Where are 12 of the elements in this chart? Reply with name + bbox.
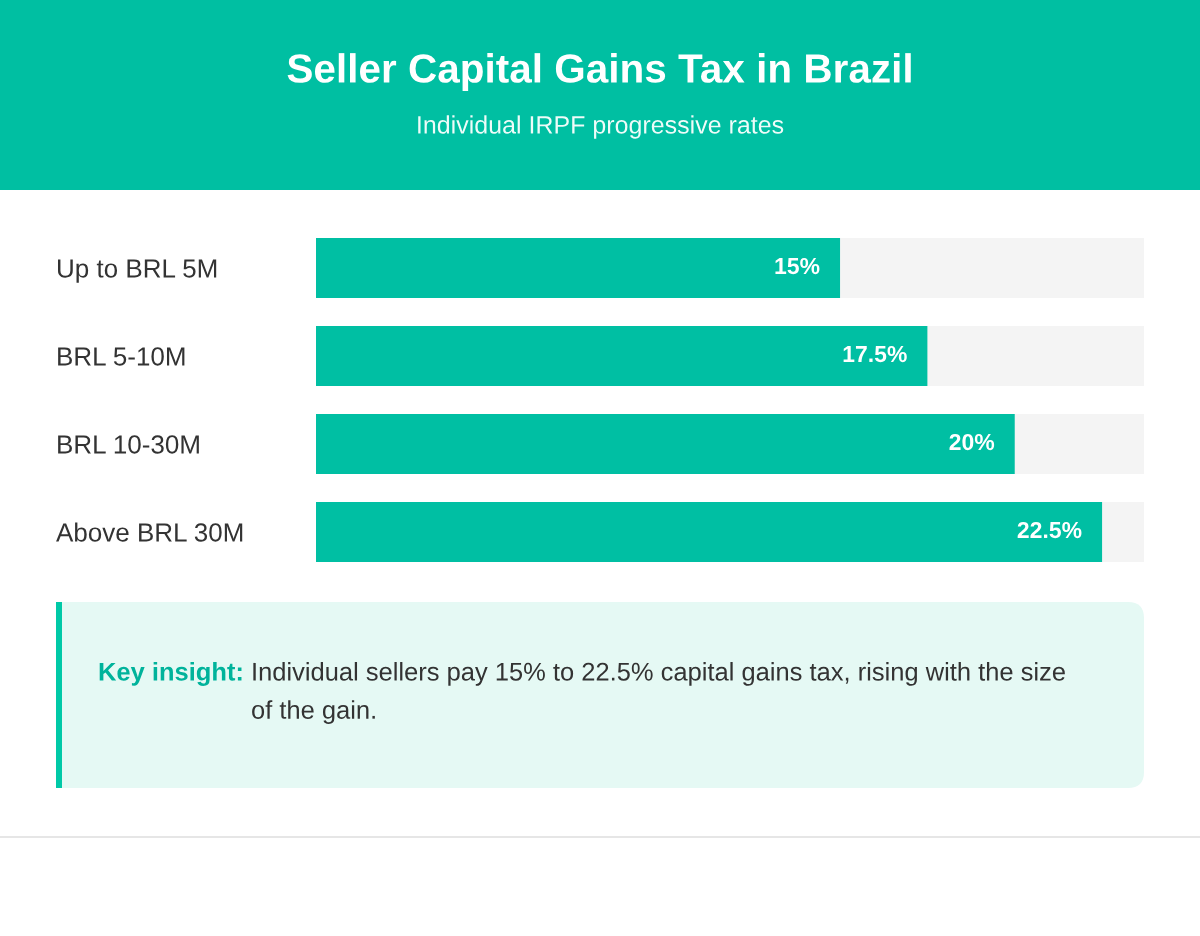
y-tick-label: Above BRL 30M [56,522,243,542]
chart-title: Seller Capital Gains Tax in Brazil [287,53,911,91]
y-tick-label: BRL 10-30M [58,435,199,454]
y-tick-label: Up to BRL 5M [58,259,217,283]
data-label: 15% [775,257,820,275]
y-tick-label: BRL 5-10M [58,347,185,366]
data-label: 20% [949,433,995,451]
data-label: 17.5% [843,345,907,363]
text: Key insight: [99,662,242,686]
data-label: 22.5% [1017,521,1082,539]
chart-subtitle: Individual IRPF progressive rates [418,115,784,139]
text: Individual sellers pay 15% to 22.5% capital gains tax, rising with the size of the gain. [252,662,1065,724]
